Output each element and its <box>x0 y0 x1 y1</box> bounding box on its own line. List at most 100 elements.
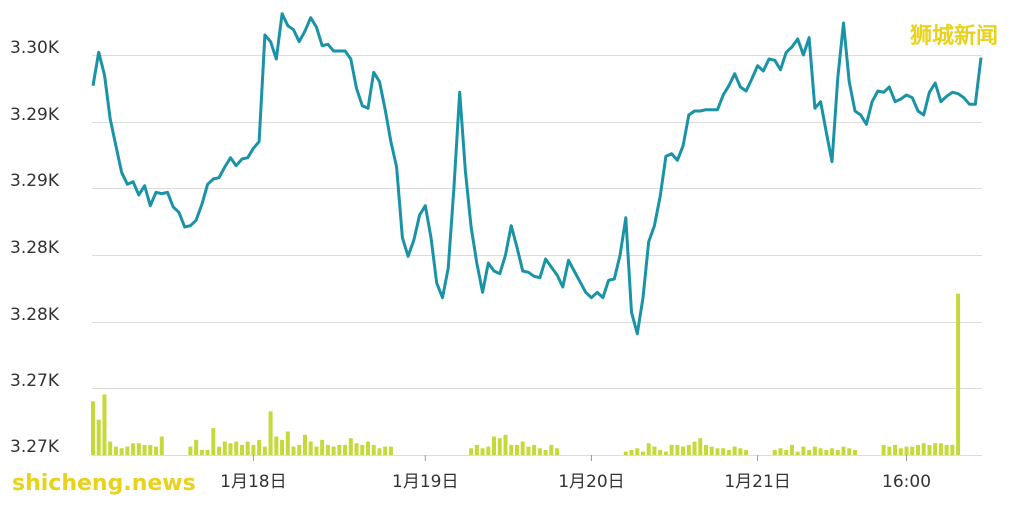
volume-bar <box>904 446 909 455</box>
x-axis-ticks: 1月18日 1月19日 1月20日 1月21日 16:00 <box>220 455 931 492</box>
volume-bar <box>514 444 519 455</box>
volume-bar <box>824 449 829 455</box>
volume-bar <box>285 431 290 455</box>
volume-bar <box>526 446 531 455</box>
volume-bar <box>205 449 210 455</box>
volume-bar <box>887 446 892 455</box>
volume-bar <box>96 419 101 455</box>
volume-bar <box>302 434 307 455</box>
volume-bar <box>154 446 159 455</box>
volume-bar <box>320 439 325 455</box>
volume-bar <box>681 446 686 455</box>
volume-bar <box>371 444 376 455</box>
volume-bar <box>537 448 542 455</box>
volume-bar <box>486 446 491 455</box>
volume-bar <box>520 441 525 455</box>
x-tick-label: 1月18日 <box>220 472 286 492</box>
volume-bar <box>354 443 359 455</box>
volume-bar <box>812 446 817 455</box>
volume-bar <box>784 449 789 455</box>
volume-bar <box>675 444 680 455</box>
volume-bar <box>91 401 95 455</box>
volume-bar <box>893 444 898 455</box>
volume-bar <box>199 449 204 455</box>
volume-bar <box>257 439 262 455</box>
volume-bar <box>818 448 823 455</box>
volume-bar <box>801 446 806 455</box>
volume-bar <box>898 448 903 455</box>
volume-bar <box>136 443 141 455</box>
volume-bar <box>956 293 961 455</box>
volume-bar <box>944 444 949 455</box>
volume-bar <box>646 443 651 455</box>
volume-bar <box>325 444 330 455</box>
volume-bar <box>251 444 256 455</box>
volume-bar <box>497 438 502 455</box>
volume-bar <box>721 448 726 455</box>
volume-bar <box>698 438 703 455</box>
volume-bar <box>549 444 554 455</box>
volume-bar <box>910 446 915 455</box>
volume-bar <box>881 444 886 455</box>
volume-bar <box>835 449 840 455</box>
volume-bar <box>709 446 714 455</box>
y-tick-label: 3.28K <box>10 238 60 258</box>
x-tick-label: 1月20日 <box>558 472 624 492</box>
x-tick-label: 1月21日 <box>724 472 790 492</box>
volume-bar <box>211 428 216 455</box>
volume-bar <box>744 449 749 455</box>
volume-bar <box>474 444 479 455</box>
volume-bar <box>142 444 147 455</box>
volume-bar <box>234 441 239 455</box>
volume-bar <box>933 443 938 455</box>
volume-bar <box>658 449 663 455</box>
volume-bar <box>480 448 485 455</box>
volume-bar <box>194 439 199 455</box>
volume-bars <box>91 293 961 455</box>
volume-bar <box>217 446 222 455</box>
grid <box>92 55 982 456</box>
volume-bar <box>927 444 932 455</box>
volume-bar <box>623 451 628 455</box>
volume-bar <box>280 439 285 455</box>
volume-bar <box>108 441 113 455</box>
volume-bar <box>113 446 118 455</box>
volume-bar <box>629 449 634 455</box>
y-tick-label: 3.29K <box>10 105 60 125</box>
y-tick-label: 3.27K <box>10 437 60 457</box>
volume-bar <box>469 448 474 455</box>
volume-bar <box>950 444 955 455</box>
x-tick-label: 1月19日 <box>392 472 458 492</box>
volume-bar <box>772 449 777 455</box>
volume-bar <box>268 411 273 455</box>
volume-bar <box>159 436 164 455</box>
volume-bar <box>635 448 640 455</box>
volume-bar <box>830 448 835 455</box>
volume-bar <box>915 444 920 455</box>
volume-bar <box>148 444 153 455</box>
volume-bar <box>119 448 124 455</box>
volume-bar <box>222 441 227 455</box>
volume-bar <box>297 444 302 455</box>
volume-bar <box>732 446 737 455</box>
volume-bar <box>715 448 720 455</box>
volume-bar <box>291 446 296 455</box>
volume-bar <box>921 443 926 455</box>
volume-bar <box>245 441 250 455</box>
volume-bar <box>228 443 233 455</box>
volume-bar <box>663 451 668 455</box>
volume-bar <box>640 451 645 455</box>
volume-bar <box>492 436 497 455</box>
volume-bar <box>938 443 943 455</box>
volume-bar <box>778 448 783 455</box>
volume-bar <box>131 443 136 455</box>
volume-bar <box>543 449 548 455</box>
price-line <box>91 12 983 336</box>
x-tick-label: 16:00 <box>882 472 931 492</box>
volume-bar <box>532 444 537 455</box>
volume-bar <box>365 441 370 455</box>
volume-bar <box>337 444 342 455</box>
volume-bar <box>555 448 560 455</box>
volume-bar <box>308 441 313 455</box>
volume-bar <box>262 446 267 455</box>
